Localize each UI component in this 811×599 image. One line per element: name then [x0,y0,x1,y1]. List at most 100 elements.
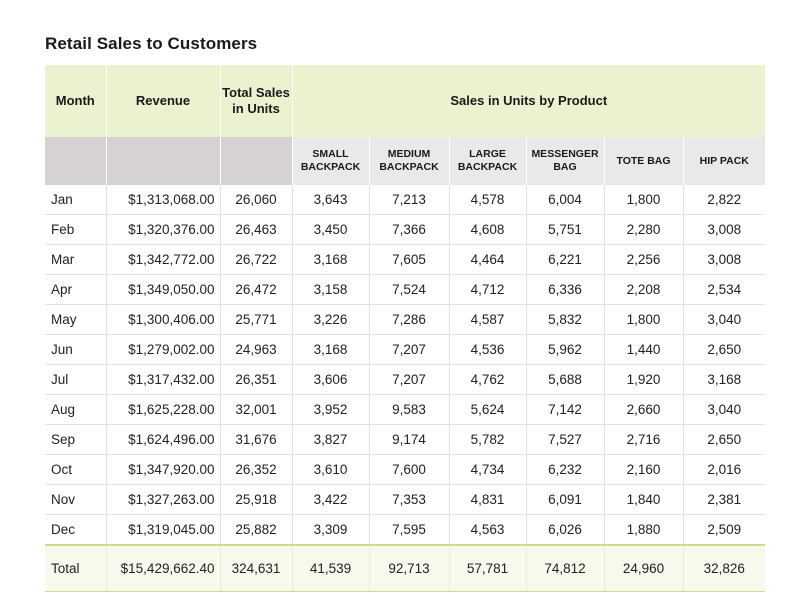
product-units-cell: 3,226 [292,304,370,335]
sales-table: Month Revenue Total Sales in Units Sales… [45,65,766,592]
product-units-cell: 7,353 [369,484,450,515]
table-footer: Total $15,429,662.40 324,631 41,539 92,7… [45,544,766,592]
table-row: Jun $1,279,002.00 24,963 3,168 7,207 4,536 5,9… [45,334,766,365]
table-row: Mar $1,342,772.00 26,722 3,168 7,605 4,464 6,2… [45,244,766,275]
product-units-cell: 1,840 [604,484,684,515]
product-units-cell: 2,660 [604,394,684,425]
product-units-cell: 5,782 [449,424,527,455]
product-units-cell: 7,207 [369,334,450,365]
product-units-cell: 4,464 [449,244,527,275]
table-header: Month Revenue Total Sales in Units Sales… [45,65,766,185]
totals-product-cell: 41,539 [292,544,370,592]
header-messenger-bag: MESSENGER BAG [526,137,605,185]
table-title: Retail Sales to Customers [45,34,258,53]
totals-units: 324,631 [220,544,293,592]
totals-product-cell: 24,960 [604,544,684,592]
month-cell: Nov [45,484,107,515]
product-units-cell: 5,688 [526,364,605,395]
revenue-cell: $1,300,406.00 [106,304,221,335]
totals-product-cell: 92,713 [369,544,450,592]
product-units-cell: 2,381 [683,484,766,515]
total-units-cell: 24,963 [220,334,293,365]
product-units-cell: 4,712 [449,274,527,305]
product-units-cell: 1,920 [604,364,684,395]
total-units-cell: 31,676 [220,424,293,455]
product-units-cell: 4,536 [449,334,527,365]
revenue-cell: $1,347,920.00 [106,454,221,485]
revenue-cell: $1,624,496.00 [106,424,221,455]
product-units-cell: 3,450 [292,214,370,245]
revenue-cell: $1,317,432.00 [106,364,221,395]
product-units-cell: 1,800 [604,185,684,215]
product-units-cell: 6,221 [526,244,605,275]
product-units-cell: 7,213 [369,185,450,215]
product-units-cell: 2,716 [604,424,684,455]
product-units-cell: 1,800 [604,304,684,335]
product-units-cell: 4,563 [449,514,527,546]
subheader-blank [220,137,293,185]
table-row: Nov $1,327,263.00 25,918 3,422 7,353 4,831 6,0… [45,484,766,515]
product-units-cell: 3,168 [683,364,766,395]
product-units-cell: 3,952 [292,394,370,425]
product-units-cell: 2,650 [683,334,766,365]
product-units-cell: 3,643 [292,185,370,215]
product-units-cell: 3,168 [292,334,370,365]
product-units-cell: 3,040 [683,304,766,335]
revenue-cell: $1,349,050.00 [106,274,221,305]
product-units-cell: 4,608 [449,214,527,245]
product-units-cell: 3,008 [683,214,766,245]
month-cell: Dec [45,514,107,546]
table-row: Apr $1,349,050.00 26,472 3,158 7,524 4,712 6,3… [45,274,766,305]
header-product-group: Sales in Units by Product [292,65,766,137]
product-units-cell: 2,208 [604,274,684,305]
totals-revenue: $15,429,662.40 [106,544,221,592]
totals-label: Total [45,544,107,592]
product-units-cell: 7,600 [369,454,450,485]
product-units-cell: 3,827 [292,424,370,455]
revenue-cell: $1,279,002.00 [106,334,221,365]
total-units-cell: 25,918 [220,484,293,515]
table-row: Feb $1,320,376.00 26,463 3,450 7,366 4,608 5,7… [45,214,766,245]
product-units-cell: 5,832 [526,304,605,335]
month-cell: Jan [45,185,107,215]
revenue-cell: $1,327,263.00 [106,484,221,515]
product-units-cell: 6,336 [526,274,605,305]
total-units-cell: 26,351 [220,364,293,395]
table-body: Jan $1,313,068.00 26,060 3,643 7,213 4,578 6,0… [45,185,766,546]
month-cell: May [45,304,107,335]
table-row: Aug $1,625,228.00 32,001 3,952 9,583 5,624 7,1… [45,394,766,425]
totals-row: Total $15,429,662.40 324,631 41,539 92,7… [45,544,766,592]
product-units-cell: 2,280 [604,214,684,245]
product-units-cell: 2,650 [683,424,766,455]
subheader-row: SMALL BACKPACK MEDIUM BACKPACK LARGE BAC… [45,137,766,185]
month-cell: Mar [45,244,107,275]
product-units-cell: 9,583 [369,394,450,425]
product-units-cell: 9,174 [369,424,450,455]
product-units-cell: 5,751 [526,214,605,245]
total-units-cell: 26,722 [220,244,293,275]
month-cell: Aug [45,394,107,425]
totals-product-cell: 57,781 [449,544,527,592]
total-units-cell: 26,060 [220,185,293,215]
header-month: Month [45,65,107,137]
total-units-cell: 26,463 [220,214,293,245]
header-tote-bag: TOTE BAG [604,137,684,185]
revenue-cell: $1,320,376.00 [106,214,221,245]
header-revenue: Revenue [106,65,221,137]
totals-product-cell: 32,826 [683,544,766,592]
month-cell: Jun [45,334,107,365]
month-cell: Oct [45,454,107,485]
revenue-cell: $1,625,228.00 [106,394,221,425]
product-units-cell: 3,008 [683,244,766,275]
month-cell: Sep [45,424,107,455]
header-small-backpack: SMALL BACKPACK [292,137,370,185]
product-units-cell: 3,309 [292,514,370,546]
product-units-cell: 2,534 [683,274,766,305]
product-units-cell: 6,004 [526,185,605,215]
product-units-cell: 3,040 [683,394,766,425]
total-units-cell: 25,882 [220,514,293,546]
product-units-cell: 6,091 [526,484,605,515]
month-cell: Apr [45,274,107,305]
product-units-cell: 1,880 [604,514,684,546]
product-units-cell: 1,440 [604,334,684,365]
